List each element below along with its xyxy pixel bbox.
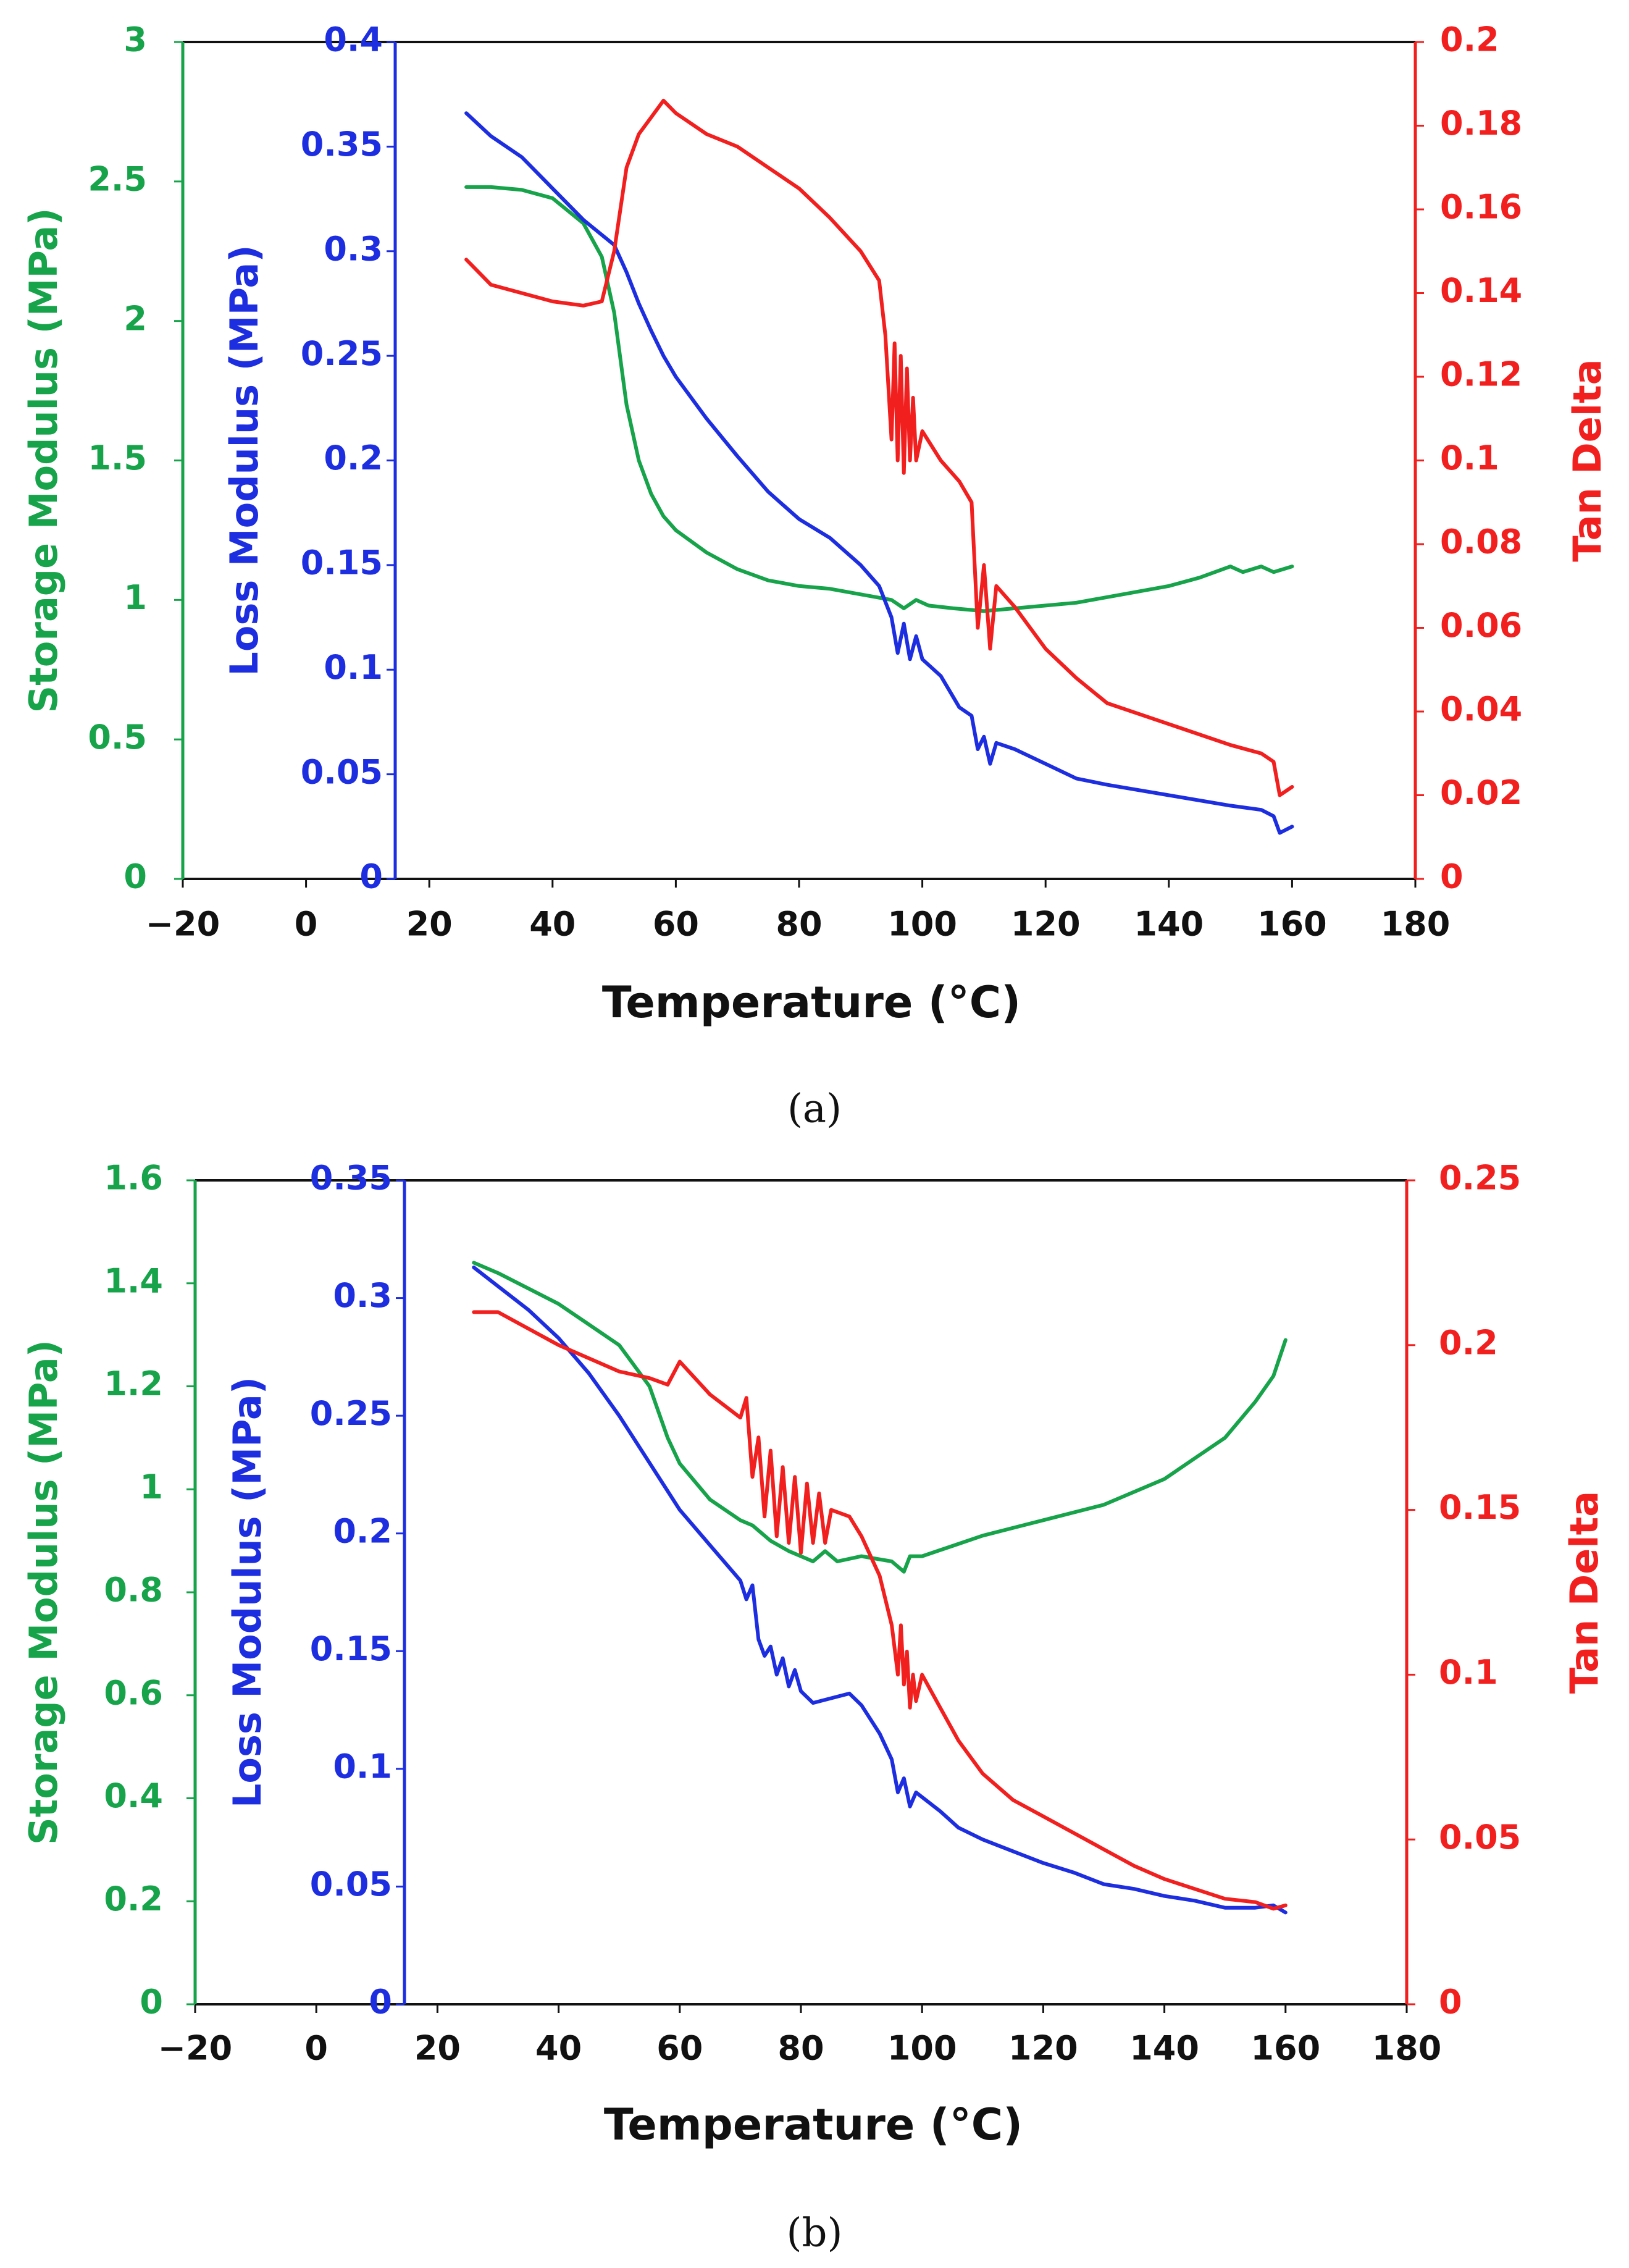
x-tick-label: 40: [529, 905, 576, 944]
x-tick-label: 140: [1129, 2029, 1199, 2068]
storage-tick-label: 1: [140, 1468, 163, 1506]
loss-tick-label: 0.05: [310, 1865, 392, 1904]
loss-tick-label: 0.1: [324, 648, 383, 687]
tan-tick-label: 0.1: [1440, 439, 1499, 477]
storage-axis-title: Storage Modulus (MPa): [21, 1340, 66, 1845]
storage-tick-label: 1.5: [88, 439, 147, 477]
storage-tick-label: 1.2: [104, 1364, 163, 1403]
loss-tick-label: 0.3: [333, 1276, 392, 1315]
loss-tick-label: 0: [359, 857, 383, 896]
storage-tick-label: 1.6: [104, 1159, 163, 1198]
loss-tick-label: 0.25: [301, 334, 383, 373]
x-tick-label: 160: [1257, 905, 1327, 944]
loss-tick-label: 0.15: [301, 544, 383, 582]
loss-modulus-line: [472, 1266, 1288, 1915]
tan-tick-label: 0.08: [1440, 523, 1522, 561]
tan-tick-label: 0.04: [1440, 690, 1522, 729]
tan-tick-label: 0.15: [1439, 1488, 1521, 1527]
tan-tick-label: 0.2: [1440, 20, 1499, 59]
x-tick-label: 0: [304, 2029, 328, 2068]
storage-tick-label: 0: [140, 1983, 163, 2022]
figure-caption: (b): [787, 2211, 843, 2256]
x-tick-label: 100: [887, 905, 957, 944]
loss-axis-title: Loss Modulus (MPa): [225, 1377, 270, 1808]
loss-modulus-line: [464, 111, 1294, 835]
panel-b: −20 0 20 40 60 80 100 120 140 160 18000.20.40.60.8…: [21, 1159, 1607, 2256]
loss-tick-label: 0.15: [310, 1629, 392, 1668]
x-tick-label: 180: [1381, 905, 1451, 944]
figure-caption: (a): [787, 1086, 842, 1132]
loss-tick-label: 0.2: [324, 439, 383, 477]
x-axis-title: Temperature (°C): [604, 2099, 1023, 2150]
loss-tick-label: 0.2: [333, 1511, 392, 1550]
x-tick-label: −20: [146, 905, 220, 944]
tan-tick-label: 0.06: [1440, 606, 1522, 645]
tan-tick-label: 0.05: [1439, 1818, 1521, 1857]
loss-tick-label: 0: [369, 1983, 392, 2022]
x-tick-label: 180: [1372, 2029, 1442, 2068]
tan-tick-label: 0.2: [1439, 1323, 1498, 1362]
x-tick-label: 120: [1011, 905, 1081, 944]
storage-tick-label: 2: [124, 299, 147, 338]
loss-tick-label: 0.35: [301, 125, 383, 164]
x-tick-label: 80: [776, 905, 822, 944]
storage-tick-label: 0.5: [88, 718, 147, 757]
x-tick-label: 160: [1250, 2029, 1320, 2068]
x-tick-label: 20: [406, 905, 453, 944]
tan-tick-label: 0.18: [1440, 104, 1522, 143]
x-tick-label: 140: [1134, 905, 1204, 944]
storage-tick-label: 0.8: [104, 1571, 163, 1610]
panel-a: −20 0 20 40 60 80 100 120 140 160 180 0 0.5 1 1.5 2 2.5 3…: [21, 20, 1610, 1132]
storage-tick-label: 1.4: [104, 1261, 163, 1300]
loss-tick-label: 0.25: [310, 1394, 392, 1433]
tan-delta-line: [472, 1310, 1288, 1911]
tan-tick-label: 0: [1439, 1983, 1462, 2022]
storage-tick-label: 1: [124, 578, 147, 617]
tan-axis-title: Tan Delta: [1565, 359, 1610, 561]
storage-tick-label: 0.4: [104, 1776, 163, 1815]
x-tick-label: 60: [653, 905, 699, 944]
storage-axis-title: Storage Modulus (MPa): [21, 208, 66, 713]
x-tick-label: 20: [414, 2029, 461, 2068]
storage-tick-label: 3: [124, 20, 147, 59]
x-tick-label: 40: [535, 2029, 582, 2068]
loss-axis-title: Loss Modulus (MPa): [222, 245, 267, 676]
tan-tick-label: 0: [1440, 857, 1464, 896]
storage-tick-label: 0.6: [104, 1673, 163, 1712]
loss-tick-label: 0.35: [310, 1159, 392, 1198]
tan-axis-title: Tan Delta: [1562, 1491, 1607, 1694]
storage-tick-label: 0.2: [104, 1880, 163, 1918]
x-tick-label: 100: [887, 2029, 957, 2068]
x-tick-label: 0: [295, 905, 318, 944]
x-tick-label: 60: [656, 2029, 703, 2068]
loss-tick-label: 0.1: [333, 1747, 392, 1786]
tan-tick-label: 0.12: [1440, 355, 1522, 394]
tan-tick-label: 0.16: [1440, 188, 1522, 227]
loss-tick-label: 0.3: [324, 229, 383, 268]
storage-tick-label: 2.5: [88, 159, 147, 198]
storage-modulus-line: [464, 185, 1294, 613]
storage-modulus-line: [472, 1261, 1288, 1574]
x-tick-label: 80: [777, 2029, 824, 2068]
loss-tick-label: 0.05: [301, 752, 383, 791]
tan-delta-line: [464, 98, 1294, 797]
tan-tick-label: 0.02: [1440, 773, 1522, 812]
tan-tick-label: 0.25: [1439, 1159, 1521, 1198]
x-tick-label: 120: [1008, 2029, 1078, 2068]
tan-tick-label: 0.14: [1440, 271, 1522, 310]
loss-tick-label: 0.4: [324, 20, 383, 59]
storage-tick-label: 0: [124, 857, 147, 896]
x-tick-label: −20: [158, 2029, 232, 2068]
x-axis-title: Temperature (°C): [602, 977, 1021, 1028]
tan-tick-label: 0.1: [1439, 1653, 1498, 1692]
